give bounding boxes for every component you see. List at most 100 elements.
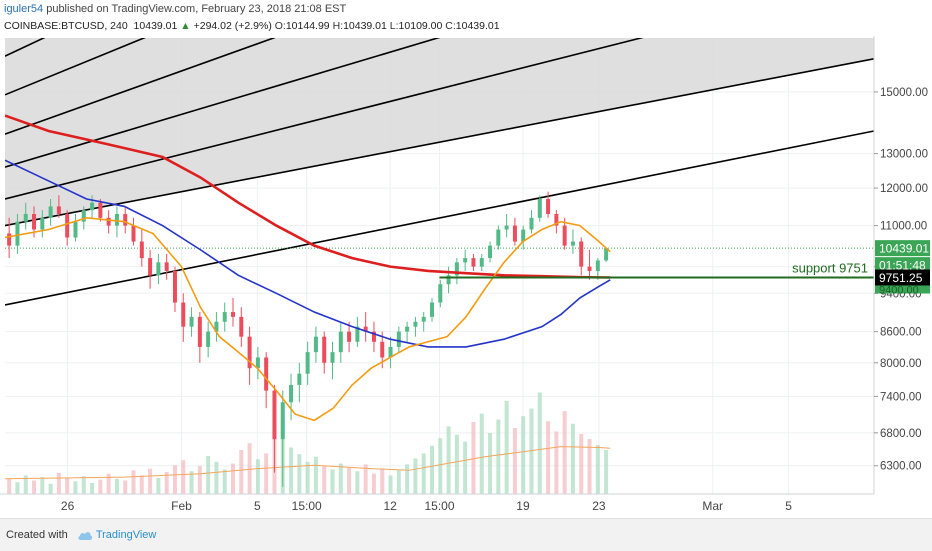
volume-bar: [156, 477, 161, 494]
volume-bar: [181, 460, 186, 494]
candle-body: [347, 331, 352, 342]
open-value: 10144.99: [285, 20, 330, 32]
candle-body: [181, 302, 186, 327]
candle-body: [430, 302, 435, 317]
volume-bar: [214, 461, 219, 494]
volume-bar: [363, 464, 368, 494]
candle-body: [32, 213, 37, 230]
candle-body: [23, 213, 28, 222]
low-label: L:: [389, 20, 399, 32]
change-value: +294.02 (+2.9%): [193, 20, 272, 32]
candle-body: [139, 241, 144, 259]
candle-body: [471, 258, 476, 267]
volume-bar: [48, 483, 53, 494]
price-tick-label: 8600.00: [880, 327, 922, 339]
support-price-badge: [875, 269, 930, 286]
price-chart[interactable]: support 9751 15000.00 13000.00 12000.00 1100…: [0, 36, 932, 518]
candle-body: [114, 213, 119, 226]
volume-bar: [570, 423, 575, 494]
candle-body: [239, 316, 244, 337]
author-link[interactable]: iguler54: [4, 3, 44, 15]
volume-bar: [148, 468, 153, 494]
volume-bar: [330, 469, 335, 494]
last-price-badge: [875, 240, 930, 257]
volume-bar: [239, 450, 244, 494]
volume-bar: [529, 408, 534, 494]
candle-body: [106, 217, 111, 226]
candle-body: [338, 331, 343, 353]
volume-bar: [438, 438, 443, 494]
volume-bar: [297, 454, 302, 494]
plot-group: [5, 38, 874, 494]
volume-bar: [388, 475, 393, 494]
volume-bar: [463, 441, 468, 494]
volume-bar: [604, 450, 609, 494]
candle-body: [322, 336, 327, 363]
candle-body: [247, 336, 252, 369]
volume-bar: [380, 468, 385, 494]
price-tick-label: 11000.00: [880, 221, 927, 233]
volume-bar: [405, 464, 410, 494]
ma-red-line: [5, 114, 611, 279]
volume-bar: [73, 481, 78, 494]
price-tick-label: 15000.00: [880, 87, 928, 99]
trend-line: [5, 38, 276, 135]
volume-bar: [189, 471, 194, 494]
volume-bar: [7, 478, 12, 494]
volume-bar: [81, 476, 86, 494]
volume-bar: [231, 463, 236, 494]
hidden-tick-label: 9400.00: [879, 285, 919, 297]
volume-bar: [222, 469, 227, 494]
candle-body: [189, 316, 194, 327]
volume-bar: [512, 428, 517, 494]
footer-bar: Created with TradingView: [0, 518, 932, 551]
candle-body: [305, 352, 310, 374]
volume-bar: [430, 445, 435, 494]
volume-bar: [56, 472, 61, 494]
candle-body: [222, 312, 227, 322]
volume-bar: [587, 439, 592, 494]
candle-body: [438, 284, 443, 303]
candle-body: [40, 217, 45, 230]
candle-body: [413, 321, 418, 327]
volume-bar: [289, 447, 294, 494]
chart-area[interactable]: support 9751 15000.00 13000.00 12000.00 1100…: [0, 36, 932, 518]
candle-body: [521, 229, 526, 242]
price-tick-label: 8000.00: [880, 358, 922, 370]
price-tick-label: 13000.00: [880, 149, 928, 161]
volume-bar: [579, 433, 584, 494]
candle-body: [48, 206, 53, 218]
last-price-label: 10439.01: [879, 242, 929, 256]
candle-body: [56, 206, 61, 214]
low-value: 10109.00: [398, 20, 443, 32]
candle-body: [206, 331, 211, 347]
candle-body: [446, 275, 451, 285]
candle-body: [214, 321, 219, 332]
candle-body: [587, 266, 592, 271]
time-tick-label: 19: [516, 499, 530, 513]
volume-bar: [479, 413, 484, 494]
time-tick-label: 15:00: [424, 499, 454, 513]
volume-bar: [65, 477, 70, 494]
candle-body: [65, 213, 70, 238]
high-label: H:: [332, 20, 344, 32]
volume-bar: [396, 470, 401, 494]
high-value: 10439.01: [343, 20, 387, 32]
volume-bar: [264, 453, 269, 494]
price-tick-label: 12000.00: [880, 183, 928, 195]
tradingview-brand-link[interactable]: TradingView: [95, 529, 157, 541]
candle-body: [289, 384, 294, 403]
volume-bar: [139, 475, 144, 494]
candle-body: [164, 262, 169, 271]
volume-bar: [131, 470, 136, 494]
tradingview-cloud-icon: [78, 531, 92, 540]
volume-bar: [247, 443, 252, 494]
channel-shading: [5, 38, 874, 226]
volume-bar: [123, 480, 128, 494]
candle-body: [380, 341, 385, 358]
time-tick-label: 5: [785, 499, 792, 513]
volume-bar: [488, 433, 493, 494]
volume-bar: [355, 471, 360, 494]
volume-bar: [172, 465, 177, 494]
time-tick-label: 5: [254, 499, 261, 513]
